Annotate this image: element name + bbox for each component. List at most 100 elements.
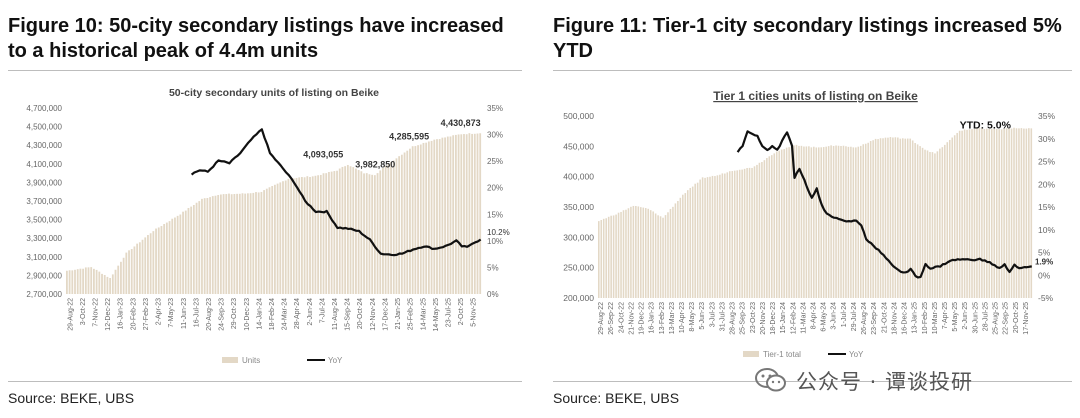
bar <box>990 128 993 298</box>
bar <box>68 270 71 294</box>
x-tick-label: 2-Jun-24 <box>307 298 314 326</box>
bar <box>612 215 615 298</box>
bar <box>924 149 926 298</box>
y-right-tick-label: 10% <box>487 237 503 246</box>
bar <box>936 151 939 298</box>
bar <box>946 142 949 298</box>
x-tick-label: 26-Aug-24 <box>861 302 868 335</box>
bar <box>217 194 220 294</box>
bar <box>976 128 978 298</box>
bar <box>719 174 721 298</box>
bar <box>874 138 877 298</box>
bar <box>163 224 166 294</box>
x-tick-label: 20-Oct-24 <box>357 298 364 329</box>
x-tick-label: 17-Nov-25 <box>1023 302 1030 335</box>
bar <box>387 164 390 294</box>
wechat-watermark: 公众号 · 谭谈投研 <box>752 364 1042 396</box>
bar <box>598 221 600 298</box>
data-label: 4,093,055 <box>303 149 343 159</box>
bar <box>741 169 743 298</box>
bar <box>696 182 699 298</box>
bar <box>138 242 141 294</box>
bar <box>771 155 773 298</box>
bar <box>813 146 815 298</box>
bar <box>768 156 771 298</box>
bar <box>452 135 455 294</box>
bar <box>282 181 284 294</box>
y-left-tick-label: 2,700,000 <box>26 290 62 299</box>
bar <box>128 250 130 294</box>
x-tick-label: 3-Jun-24 <box>831 302 838 330</box>
bar <box>311 176 314 294</box>
bar <box>674 203 677 298</box>
bar <box>879 138 882 298</box>
bar <box>906 138 909 298</box>
bar <box>338 168 341 294</box>
bar <box>419 144 422 294</box>
bar <box>817 147 820 298</box>
bar <box>993 128 996 298</box>
bar <box>610 215 612 298</box>
bar <box>422 142 425 294</box>
bar <box>433 139 436 294</box>
bar <box>753 166 756 298</box>
bar <box>257 192 260 294</box>
bar <box>373 175 376 294</box>
bar <box>225 194 228 294</box>
bar <box>101 273 103 294</box>
bar <box>773 153 776 298</box>
bar <box>724 173 726 298</box>
bar <box>763 160 766 298</box>
bar <box>471 133 473 294</box>
divider-top-left <box>8 70 522 71</box>
bar <box>640 207 642 298</box>
legend-swatch-bars <box>743 351 759 357</box>
bar <box>783 149 785 298</box>
x-tick-label: 18-Nov-24 <box>891 302 898 335</box>
bar <box>182 211 184 294</box>
bar <box>1003 128 1005 298</box>
bar <box>635 206 637 298</box>
bar <box>766 158 768 298</box>
bar <box>87 267 90 294</box>
bar <box>867 142 869 298</box>
chart-tier1-listings: Tier 1 cities units of listing on Beike 2… <box>563 89 1055 359</box>
bar <box>622 210 625 298</box>
bar <box>981 128 983 298</box>
bar <box>756 164 758 298</box>
bar <box>403 152 406 294</box>
bar <box>711 175 714 298</box>
y-left-tick-label: 2,900,000 <box>26 271 62 280</box>
bar <box>916 144 919 298</box>
bar <box>736 170 738 298</box>
bar <box>775 151 778 298</box>
bar <box>165 222 168 294</box>
bar <box>793 145 795 298</box>
bar <box>133 246 136 294</box>
bar <box>274 184 276 294</box>
bar <box>931 152 934 298</box>
bar <box>830 145 832 298</box>
x-tick-label: 5-Jun-23 <box>699 302 706 330</box>
bar <box>627 208 630 298</box>
bar <box>902 138 904 298</box>
bar <box>66 270 68 294</box>
bar <box>109 278 112 294</box>
bar <box>677 200 679 298</box>
bar <box>144 237 147 294</box>
x-tick-label: 23-Oct-23 <box>750 302 757 333</box>
bar <box>709 176 711 298</box>
bar <box>179 214 182 294</box>
x-tick-label: 10-Mar-25 <box>932 302 939 334</box>
bar <box>904 138 907 298</box>
figure-11-title: Figure 11: Tier-1 city secondary listing… <box>553 15 1062 62</box>
y-right-tick-label: 20% <box>487 184 503 193</box>
bar <box>968 129 971 298</box>
bar <box>973 128 976 298</box>
bar <box>384 165 387 294</box>
bar <box>694 183 696 298</box>
x-tick-label: 10-Dec-23 <box>244 298 251 331</box>
bar <box>672 206 674 298</box>
y-right-tick-label: 0% <box>487 290 499 299</box>
bar <box>738 169 741 298</box>
